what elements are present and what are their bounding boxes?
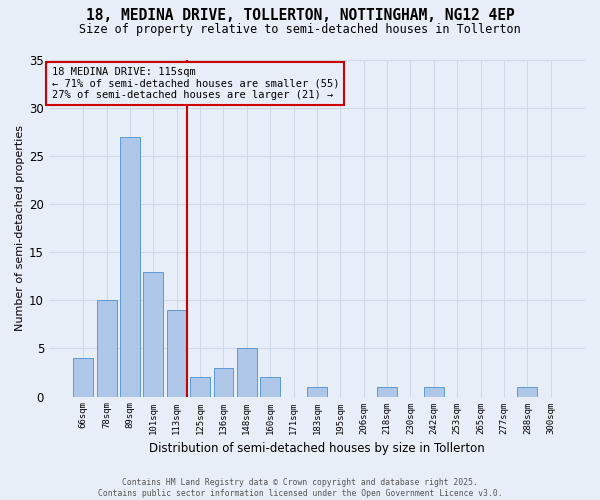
X-axis label: Distribution of semi-detached houses by size in Tollerton: Distribution of semi-detached houses by … <box>149 442 485 455</box>
Bar <box>97 300 116 396</box>
Bar <box>73 358 93 397</box>
Bar <box>214 368 233 396</box>
Bar <box>143 272 163 396</box>
Bar <box>424 387 444 396</box>
Bar <box>377 387 397 396</box>
Bar <box>190 378 210 396</box>
Bar <box>167 310 187 396</box>
Bar <box>120 137 140 396</box>
Text: Contains HM Land Registry data © Crown copyright and database right 2025.
Contai: Contains HM Land Registry data © Crown c… <box>98 478 502 498</box>
Bar <box>237 348 257 397</box>
Bar <box>517 387 537 396</box>
Bar <box>307 387 327 396</box>
Text: 18, MEDINA DRIVE, TOLLERTON, NOTTINGHAM, NG12 4EP: 18, MEDINA DRIVE, TOLLERTON, NOTTINGHAM,… <box>86 8 514 22</box>
Text: Size of property relative to semi-detached houses in Tollerton: Size of property relative to semi-detach… <box>79 22 521 36</box>
Bar <box>260 378 280 396</box>
Y-axis label: Number of semi-detached properties: Number of semi-detached properties <box>15 126 25 332</box>
Text: 18 MEDINA DRIVE: 115sqm
← 71% of semi-detached houses are smaller (55)
27% of se: 18 MEDINA DRIVE: 115sqm ← 71% of semi-de… <box>52 66 339 100</box>
